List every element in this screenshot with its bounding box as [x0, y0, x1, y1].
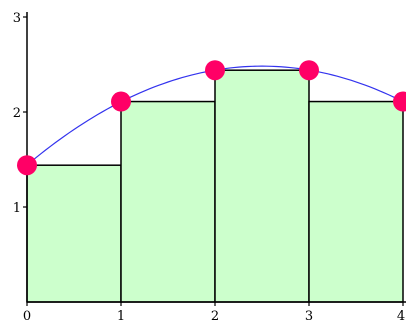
- y-tick-label-1: 2: [13, 106, 21, 121]
- y-tick-label-0: 1: [13, 201, 21, 216]
- bar-0: [26, 164, 122, 303]
- bar-1: [120, 100, 216, 303]
- marker-3: [299, 60, 319, 81]
- x-tick-label-0: 0: [23, 309, 31, 323]
- bars-layer: [26, 69, 404, 303]
- markers-layer: [17, 60, 406, 176]
- marker-2: [205, 60, 225, 81]
- tick-labels-layer: 0 1 2 3 4 1 2 3: [13, 11, 405, 323]
- x-tick-label-2: 2: [211, 309, 219, 323]
- bar-3: [308, 100, 404, 303]
- x-tick-label-3: 3: [305, 309, 313, 323]
- x-tick-label-1: 1: [117, 309, 125, 323]
- x-tick-label-4: 4: [397, 309, 405, 323]
- marker-4: [393, 91, 406, 112]
- y-tick-label-2: 3: [13, 11, 21, 26]
- bar-2: [214, 69, 310, 303]
- marker-0: [17, 155, 37, 176]
- marker-1: [111, 91, 131, 112]
